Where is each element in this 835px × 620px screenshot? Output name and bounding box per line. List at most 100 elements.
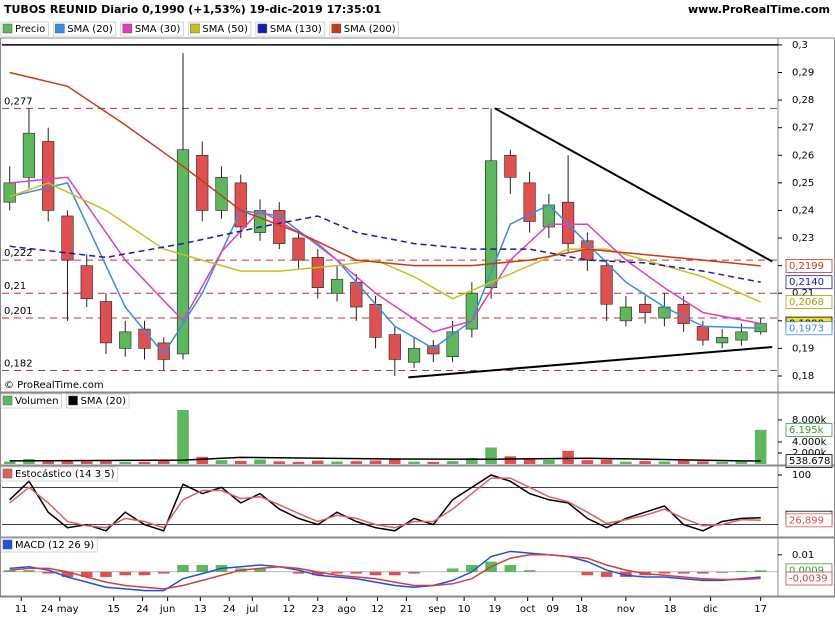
histogram-bar — [754, 570, 767, 572]
volume-bar — [61, 460, 74, 464]
legend-swatch — [2, 539, 13, 550]
candle-body — [157, 342, 170, 360]
volume-bar — [119, 462, 132, 464]
level-label: 0,222 — [4, 248, 33, 259]
legend-swatch — [68, 395, 78, 406]
histogram-bar — [581, 571, 594, 576]
histogram-bar — [157, 571, 170, 574]
volume-bar — [80, 461, 93, 464]
legend-box — [329, 21, 399, 37]
candle-body — [716, 337, 729, 344]
volume-bar — [581, 460, 594, 464]
candle-body — [504, 154, 517, 178]
volume-bar — [735, 461, 748, 464]
y-tick-label: 0,3 — [792, 40, 808, 51]
volume-bar — [543, 459, 555, 464]
legend-swatch — [190, 23, 200, 34]
y-tick-label: 0,28 — [792, 95, 814, 106]
value-box — [785, 259, 833, 273]
y-tick-label: 0,23 — [792, 233, 814, 244]
legend-label: SMA (30) — [135, 24, 181, 35]
histogram-bar — [3, 570, 16, 572]
x-tick-label: sep — [428, 604, 446, 615]
candle-body — [311, 257, 324, 289]
value-box — [785, 571, 833, 586]
volume-bar — [658, 461, 671, 464]
histogram-bar — [61, 571, 74, 577]
histogram-bar — [600, 571, 613, 577]
candle-body — [138, 328, 151, 349]
volume-bar — [697, 461, 709, 464]
histogram-bar — [697, 571, 709, 574]
histogram-bar — [658, 571, 671, 574]
histogram-bar — [177, 565, 189, 572]
candle-body — [388, 334, 401, 360]
legend-box — [66, 393, 130, 409]
trend-line — [494, 107, 773, 263]
candle-body — [696, 326, 709, 341]
indicator-line — [9, 182, 761, 356]
volume-bar — [620, 461, 632, 464]
x-tick-label: jul — [245, 604, 258, 615]
legend-label: MACD (12 26 9) — [15, 540, 94, 551]
value-box — [785, 321, 833, 336]
volume-bar — [254, 459, 266, 464]
volume-bar — [600, 459, 613, 464]
value-label: 0,0009 — [789, 565, 824, 576]
legend-swatch — [55, 23, 65, 34]
volume-bar — [3, 461, 16, 464]
legend-label: SMA (20) — [67, 24, 113, 35]
value-label: 26,899 — [789, 515, 824, 526]
histogram-bar — [23, 570, 35, 572]
candle-body — [523, 182, 536, 222]
legend-swatch — [257, 23, 268, 34]
volume-bar — [562, 450, 574, 464]
histogram-bar — [119, 571, 132, 576]
x-tick-label: ago — [337, 604, 356, 615]
histogram-bar — [716, 571, 728, 573]
indicator-line — [9, 71, 761, 267]
indicator-line — [9, 477, 761, 529]
histogram-bar — [620, 571, 632, 577]
legend-label: Estocástico (14 3 5) — [15, 468, 115, 480]
volume-bar — [485, 447, 497, 464]
chart-title: TUBOS REUNID Diario 0,1990 (+1,53%) 19-d… — [4, 3, 381, 16]
x-tick-label: nov — [617, 604, 635, 615]
value-label: 0,1973 — [789, 323, 824, 334]
volume-bar — [427, 461, 440, 464]
y-tick-label: 4.000k — [792, 437, 827, 448]
legend-swatch — [122, 23, 133, 34]
value-label: 538.678 — [789, 456, 830, 467]
x-tick-label: 24 — [223, 604, 236, 615]
candle-body — [600, 265, 613, 305]
candle-body — [446, 331, 459, 357]
volume-bar — [716, 461, 728, 464]
histogram-bar — [100, 571, 112, 577]
trend-line — [408, 346, 773, 379]
level-label: 0,277 — [4, 96, 33, 107]
y-tick-label: 0,25 — [792, 178, 814, 189]
candle-body — [196, 154, 209, 211]
volume-bar — [350, 461, 363, 464]
volume-bar — [369, 460, 382, 464]
volume-bar — [273, 461, 286, 464]
candle-body — [330, 279, 344, 294]
x-tick-label: 18 — [664, 604, 677, 615]
indicator-line — [9, 456, 761, 462]
value-label: 0,2068 — [789, 297, 824, 308]
histogram-bar — [677, 571, 690, 574]
legend-label: SMA (50) — [202, 24, 248, 35]
x-tick-label: dic — [703, 604, 718, 615]
y-tick-label: 0,18 — [792, 371, 814, 382]
value-label: 6.195k — [789, 425, 824, 436]
candle-body — [119, 331, 132, 349]
x-tick-label: 19 — [489, 604, 502, 615]
value-label: 0,2140 — [789, 277, 824, 288]
candle-body — [22, 132, 36, 178]
histogram-bar — [42, 571, 54, 574]
histogram-bar — [292, 571, 305, 574]
volume-bar — [523, 459, 536, 464]
legend-box — [0, 466, 118, 482]
histogram-bar — [196, 565, 209, 572]
